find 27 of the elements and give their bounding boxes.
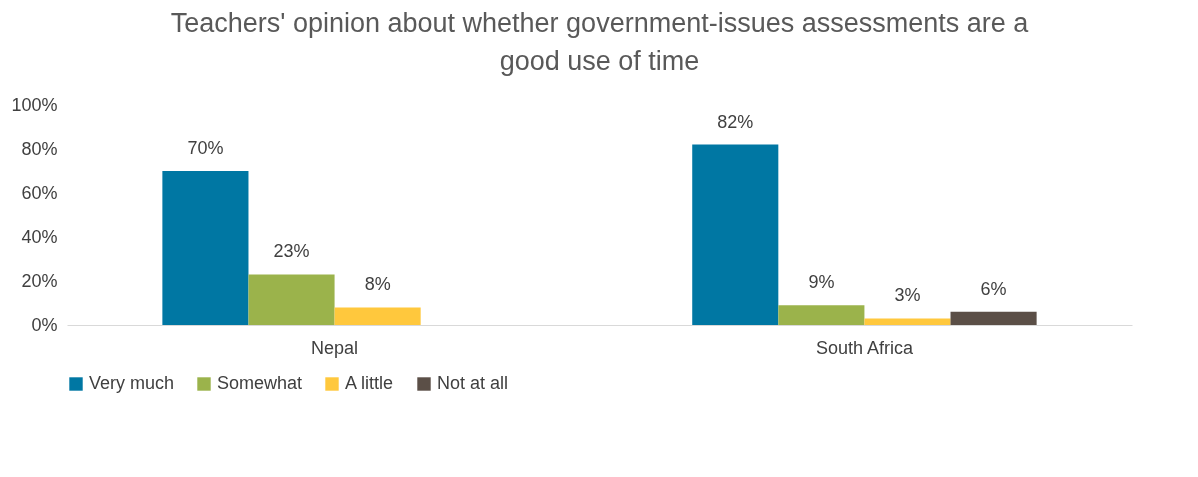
data-label: 6% bbox=[980, 278, 1007, 299]
bar bbox=[334, 307, 421, 325]
data-label: 9% bbox=[808, 272, 835, 293]
y-tick-label: 0% bbox=[31, 314, 58, 335]
data-label: 3% bbox=[894, 285, 921, 306]
y-tick-label: 100% bbox=[11, 94, 58, 115]
bar bbox=[778, 305, 865, 325]
legend-label: Very much bbox=[89, 373, 175, 393]
y-tick-label: 20% bbox=[21, 270, 58, 291]
chart-title: Teachers' opinion about whether government-issues assessments are a good use of time bbox=[170, 8, 1030, 76]
bar bbox=[248, 274, 335, 325]
legend-label: A little bbox=[345, 373, 394, 393]
legend-label: Not at all bbox=[437, 373, 509, 393]
y-tick-label: 40% bbox=[21, 226, 58, 247]
x-tick-label: Nepal bbox=[311, 337, 359, 358]
data-label: 70% bbox=[187, 138, 224, 158]
bar bbox=[864, 318, 951, 325]
data-label: 8% bbox=[364, 274, 391, 295]
bar bbox=[162, 171, 249, 325]
bar bbox=[692, 144, 779, 325]
bar bbox=[950, 311, 1037, 325]
legend-label: Somewhat bbox=[217, 373, 303, 393]
y-tick-label: 60% bbox=[21, 182, 58, 203]
data-label: 23% bbox=[273, 241, 310, 262]
x-tick-label: South Africa bbox=[815, 337, 914, 358]
y-tick-label: 80% bbox=[21, 138, 58, 159]
data-label: 82% bbox=[717, 111, 754, 132]
